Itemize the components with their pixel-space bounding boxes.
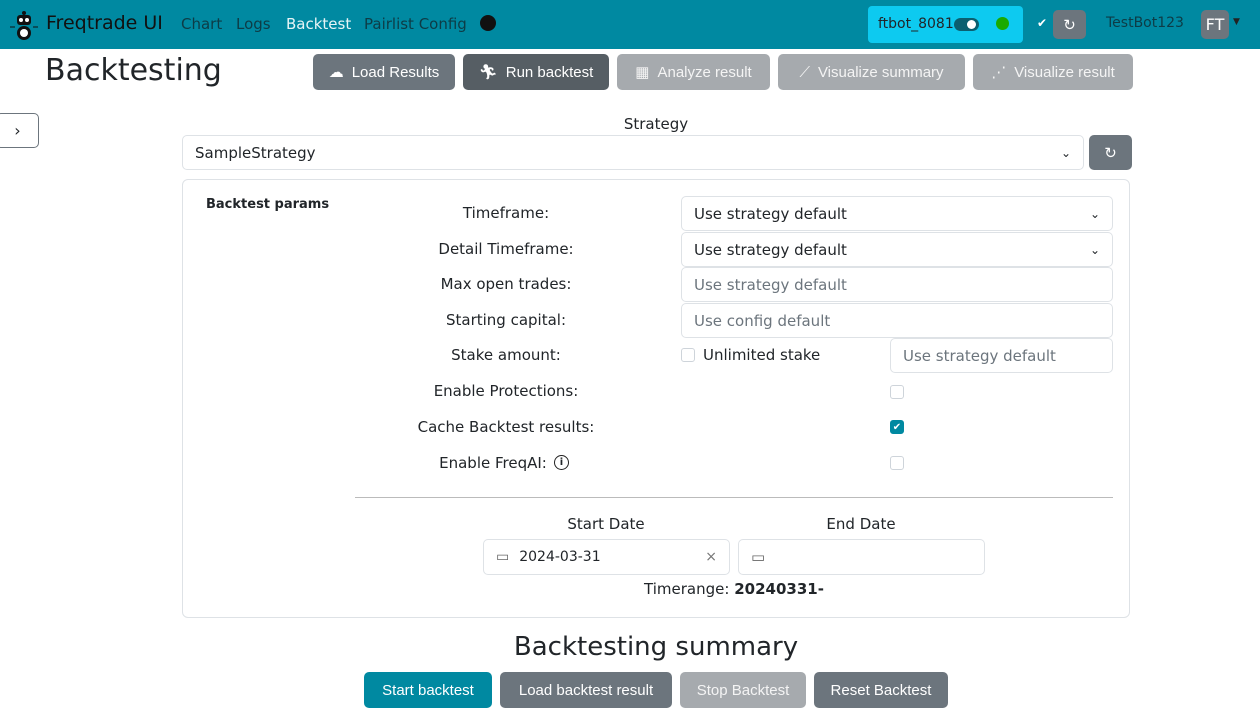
label: Visualize summary: [817, 63, 944, 81]
strategy-label: Strategy: [623, 115, 689, 133]
brand[interactable]: Freqtrade UI: [46, 12, 163, 34]
placeholder: Use strategy default: [694, 275, 847, 294]
check-icon: ✔: [1037, 16, 1048, 30]
calendar-icon: ▭: [496, 549, 510, 565]
chart-line-icon: ⟋: [799, 63, 810, 81]
timerange: Timerange: 20240331-: [644, 580, 824, 598]
load-results-button[interactable]: ☁ Load Results: [313, 54, 455, 90]
timeframe-select[interactable]: Use strategy default ⌄: [681, 196, 1113, 231]
cache-checkbox[interactable]: ✔: [890, 420, 904, 434]
divider: [355, 497, 1113, 498]
starting-capital-label: Starting capital:: [445, 311, 567, 329]
bot-name: ftbot_8081: [878, 16, 954, 32]
bot-selector[interactable]: ftbot_8081: [868, 6, 1023, 43]
cache-label: Cache Backtest results:: [417, 418, 595, 436]
table-icon: ▦: [635, 64, 650, 81]
navbar: Freqtrade UI Chart Logs Backtest Pairlis…: [0, 0, 1260, 49]
freqtrade-logo-icon: [10, 11, 38, 40]
load-backtest-result-button[interactable]: Load backtest result: [500, 672, 672, 708]
placeholder: Use config default: [694, 311, 831, 330]
stop-backtest-button[interactable]: Stop Backtest: [680, 672, 806, 708]
placeholder: Use strategy default: [903, 346, 1056, 365]
start-date-input[interactable]: ▭ 2024-03-31 ×: [483, 539, 730, 575]
visualize-result-button[interactable]: ⋰ Visualize result: [973, 54, 1133, 90]
run-icon: 🏃︎: [478, 64, 498, 81]
end-date-input[interactable]: ▭: [738, 539, 985, 575]
detail-timeframe-select[interactable]: Use strategy default ⌄: [681, 232, 1113, 267]
params-title: Backtest params: [206, 197, 330, 212]
refresh-bots-button[interactable]: ↻: [1053, 10, 1086, 39]
chevron-down-icon: ⌄: [1060, 145, 1071, 160]
max-open-trades-label: Max open trades:: [440, 275, 572, 293]
label: Visualize result: [1014, 63, 1115, 81]
stake-amount-input[interactable]: Use strategy default: [890, 338, 1113, 373]
cloud-download-icon: ☁: [328, 64, 344, 81]
theme-toggle-icon[interactable]: [480, 15, 496, 31]
unlimited-stake-label: Unlimited stake: [703, 346, 821, 364]
timeframe-label: Timeframe:: [462, 204, 550, 222]
label: Load Results: [351, 63, 440, 81]
timerange-value: 20240331-: [734, 580, 824, 598]
max-open-trades-input[interactable]: Use strategy default: [681, 267, 1113, 302]
page-title: Backtesting: [45, 53, 222, 88]
avatar[interactable]: FT: [1201, 10, 1229, 39]
stake-amount-label: Stake amount:: [451, 346, 561, 364]
strategy-select[interactable]: SampleStrategy ⌄: [182, 135, 1084, 170]
protections-label: Enable Protections:: [433, 382, 579, 400]
nav-pairlist-config[interactable]: Pairlist Config: [364, 15, 467, 33]
chevron-down-icon[interactable]: ▼: [1233, 17, 1240, 27]
reset-backtest-button[interactable]: Reset Backtest: [814, 672, 948, 708]
start-date-label: Start Date: [567, 515, 645, 533]
nav-chart[interactable]: Chart: [181, 15, 223, 33]
value: Use strategy default: [694, 240, 847, 259]
summary-title: Backtesting summary: [513, 632, 799, 662]
analyze-result-button[interactable]: ▦ Analyze result: [617, 54, 770, 90]
end-date-label: End Date: [826, 515, 896, 533]
chevron-down-icon: ⌄: [1089, 242, 1100, 257]
value: 2024-03-31: [519, 549, 601, 565]
visualize-summary-button[interactable]: ⟋ Visualize summary: [778, 54, 965, 90]
nav-logs[interactable]: Logs: [236, 15, 271, 33]
start-backtest-button[interactable]: Start backtest: [364, 672, 492, 708]
protections-checkbox[interactable]: [890, 385, 904, 399]
user-name: TestBot123: [1106, 15, 1184, 31]
value: Use strategy default: [694, 204, 847, 223]
starting-capital-input[interactable]: Use config default: [681, 303, 1113, 338]
sidebar-toggle-button[interactable]: ›: [0, 113, 39, 148]
bot-toggle[interactable]: [954, 18, 979, 31]
refresh-strategies-button[interactable]: ↻: [1089, 135, 1132, 170]
online-status-icon: [996, 17, 1009, 30]
nav-backtest[interactable]: Backtest: [286, 15, 352, 33]
freqai-label: Enable FreqAI:: [439, 454, 547, 472]
label: Run backtest: [505, 63, 594, 81]
backtest-params-card: [182, 179, 1130, 618]
chevron-down-icon: ⌄: [1089, 206, 1100, 221]
info-icon[interactable]: i: [554, 455, 569, 470]
unlimited-stake-checkbox[interactable]: [681, 348, 695, 362]
strategy-value: SampleStrategy: [195, 143, 316, 162]
clear-icon[interactable]: ×: [705, 549, 717, 565]
detail-timeframe-label: Detail Timeframe:: [438, 240, 574, 258]
timerange-label: Timerange:: [644, 580, 730, 598]
calendar-icon: ▭: [751, 548, 766, 566]
chevron-right-icon: ›: [14, 121, 21, 140]
label: Analyze result: [657, 63, 752, 81]
freqai-checkbox[interactable]: [890, 456, 904, 470]
run-backtest-button[interactable]: 🏃︎ Run backtest: [463, 54, 609, 90]
chart-scatter-icon: ⋰: [991, 64, 1007, 81]
